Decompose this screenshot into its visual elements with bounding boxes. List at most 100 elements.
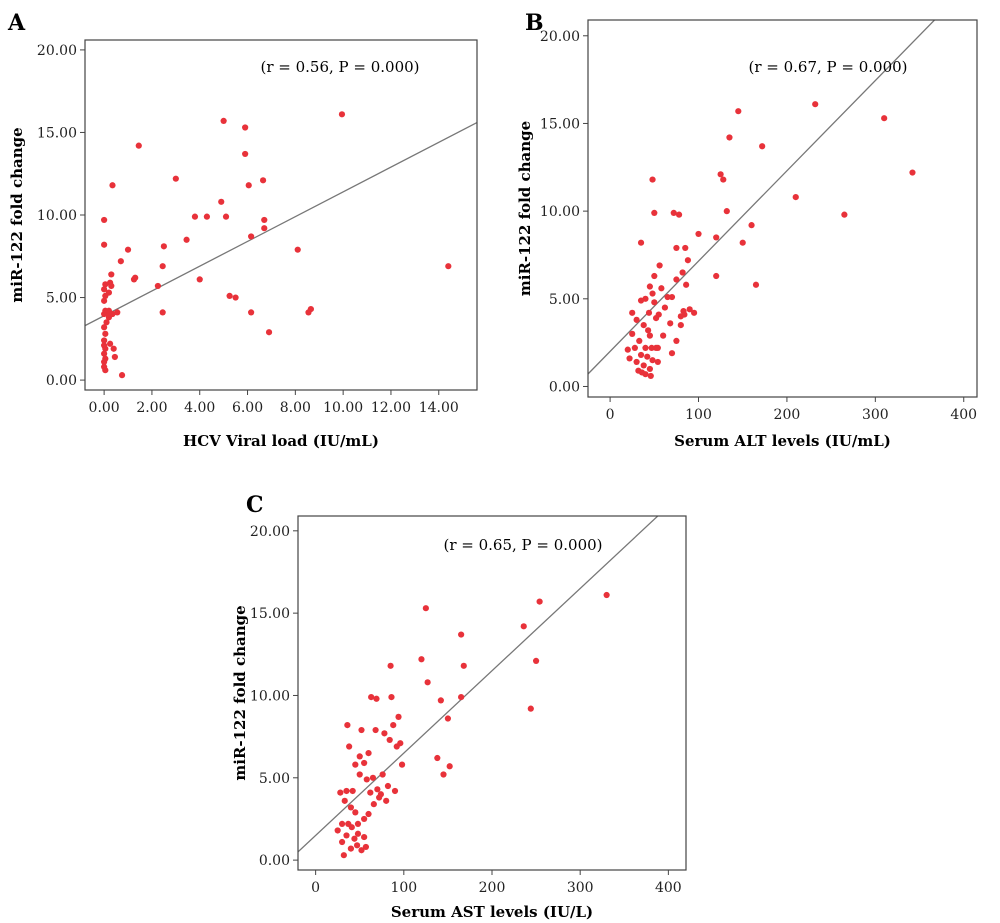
data-point: [356, 753, 363, 760]
data-point: [363, 776, 370, 783]
y-tick-label: 20.00: [250, 524, 290, 540]
data-point: [373, 695, 380, 702]
data-point: [341, 797, 348, 804]
data-point: [646, 332, 653, 339]
data-point: [346, 743, 353, 750]
data-point: [261, 216, 268, 224]
data-point: [362, 843, 369, 851]
data-point: [101, 216, 108, 224]
data-point: [424, 679, 431, 686]
x-tick-label: 2.00: [136, 400, 167, 416]
data-point: [369, 774, 377, 781]
data-point: [102, 281, 109, 288]
data-point: [117, 258, 124, 265]
data-point: [102, 330, 109, 337]
data-point: [717, 171, 724, 178]
data-point: [637, 239, 645, 246]
x-tick-label: 0.00: [89, 400, 120, 416]
data-point: [377, 791, 384, 798]
data-point: [338, 111, 346, 118]
data-point: [343, 832, 350, 839]
data-point: [294, 246, 301, 253]
panel-c: C 0.00 5.00 10.00 15.00 20.00 0 100 200 300 400 Ser…: [231, 492, 687, 921]
data-point: [102, 345, 109, 352]
y-tick-label: 15.00: [540, 116, 580, 132]
fit-line: [85, 121, 477, 327]
data-point: [667, 320, 674, 327]
data-point: [347, 804, 355, 811]
data-point: [343, 787, 350, 795]
data-point: [651, 209, 658, 216]
data-point: [664, 293, 671, 301]
data-point: [640, 362, 647, 369]
data-point: [397, 740, 404, 747]
data-point: [344, 722, 351, 729]
data-point: [358, 847, 365, 854]
data-point: [640, 322, 647, 329]
data-point: [354, 830, 362, 837]
y-tick-label: 0.00: [46, 373, 77, 389]
data-point: [670, 209, 677, 216]
y-tick-label: 10.00: [37, 208, 77, 224]
data-point: [101, 358, 108, 366]
data-point: [812, 101, 819, 108]
data-point: [242, 150, 249, 158]
data-point: [381, 730, 388, 737]
data-point: [351, 835, 358, 842]
data-point: [792, 194, 799, 201]
data-point: [337, 789, 344, 796]
data-point: [388, 694, 395, 701]
data-point: [735, 108, 742, 115]
data-point: [748, 222, 755, 229]
data-point: [387, 662, 394, 669]
data-point: [633, 358, 640, 366]
data-point: [365, 749, 372, 757]
data-point: [682, 244, 689, 252]
x-tick-label: 8.00: [280, 400, 311, 416]
data-point: [520, 623, 527, 630]
data-point: [135, 142, 142, 149]
data-point: [651, 299, 658, 306]
data-point: [356, 771, 363, 778]
data-point: [386, 736, 393, 744]
data-point: [675, 211, 683, 218]
data-point: [118, 372, 126, 379]
data-point: [434, 754, 441, 762]
data-point: [352, 809, 359, 816]
data-point: [690, 309, 698, 316]
y-tick-label: 5.00: [259, 771, 290, 787]
x-tick-label: 6.00: [232, 400, 263, 416]
data-point: [124, 246, 132, 253]
data-point: [909, 169, 916, 176]
data-point: [668, 350, 676, 357]
y-axis-title: miR-122 fold change: [8, 127, 26, 302]
data-point: [101, 297, 108, 304]
data-point: [446, 763, 453, 770]
data-point: [159, 309, 166, 316]
data-point: [661, 304, 669, 311]
data-point: [668, 293, 676, 301]
data-point: [418, 656, 425, 663]
data-point: [132, 274, 139, 281]
data-point: [398, 761, 406, 768]
data-point: [841, 211, 848, 218]
data-point: [752, 281, 760, 288]
panel-letter: B: [525, 10, 544, 36]
y-tick-label: 10.00: [540, 204, 580, 220]
data-point: [655, 311, 662, 318]
data-point: [648, 344, 655, 352]
x-tick-label: 300: [567, 880, 594, 896]
x-tick-label: 10.00: [323, 400, 363, 416]
data-point: [673, 337, 680, 344]
x-tick-label: 400: [950, 407, 977, 423]
data-point: [654, 358, 661, 366]
data-point: [422, 605, 429, 612]
y-tick-label: 0.00: [259, 853, 290, 869]
data-point: [101, 286, 108, 293]
data-point: [726, 134, 733, 141]
plot-frame: [84, 39, 478, 391]
data-point: [352, 761, 359, 768]
data-point: [686, 306, 693, 313]
data-point: [379, 771, 386, 778]
